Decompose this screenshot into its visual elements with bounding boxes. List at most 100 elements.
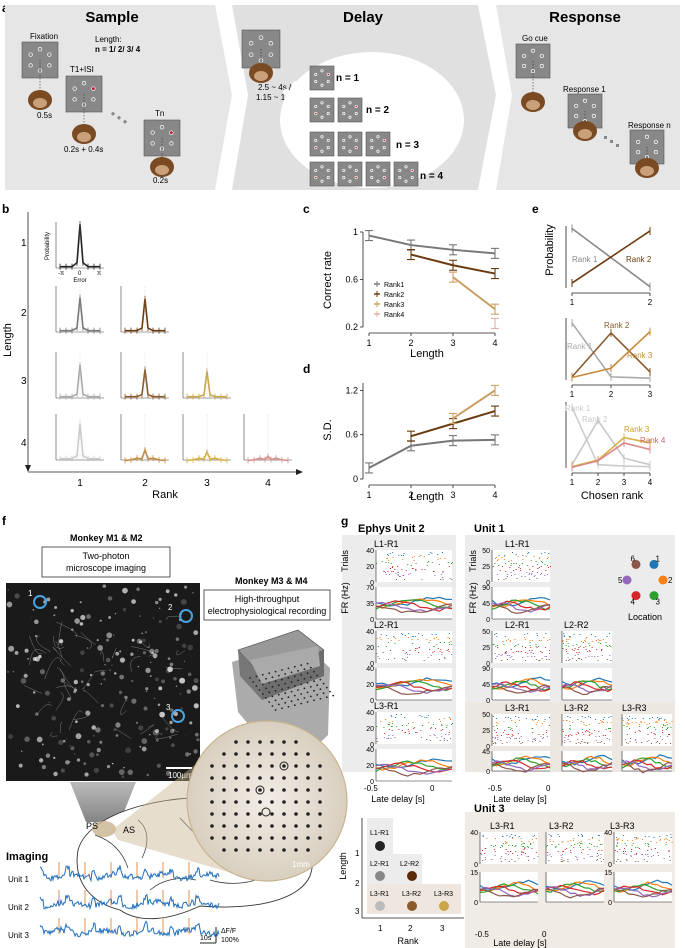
spike <box>586 730 588 731</box>
spike <box>578 658 580 659</box>
electrode <box>290 690 293 693</box>
spike <box>547 567 549 568</box>
stimulus-dot <box>81 81 87 86</box>
spike <box>397 572 399 573</box>
ellipsis-dot <box>616 144 619 147</box>
spike <box>448 734 450 735</box>
spike <box>548 834 550 835</box>
stimulus-dot <box>574 114 579 119</box>
electrode <box>303 677 306 680</box>
electrode <box>300 683 303 686</box>
neuron-spot <box>104 664 106 666</box>
spike <box>626 726 628 727</box>
spike <box>597 853 599 854</box>
x-tick-label: 3 <box>450 490 455 500</box>
spike <box>500 655 502 656</box>
neuron-spot <box>75 720 78 724</box>
y-tick-label: 25 <box>482 564 490 571</box>
spike <box>441 724 443 725</box>
fr-curve <box>621 760 673 772</box>
spike <box>666 835 668 836</box>
d-ylabel: S.D. <box>322 419 334 440</box>
electrode <box>271 695 274 698</box>
g-u3-l3r3: L3-R3 <box>610 821 635 831</box>
spike <box>573 840 575 841</box>
spike <box>430 728 432 729</box>
spike <box>508 561 510 562</box>
spike <box>572 645 574 646</box>
spike <box>391 730 393 731</box>
spike <box>587 731 589 732</box>
neuron-spot <box>113 728 117 732</box>
spike <box>650 841 652 842</box>
g-u2-late-delay: Late delay [s] <box>371 794 425 804</box>
electrode <box>268 701 271 703</box>
fr-curve <box>561 681 613 693</box>
fr-bg <box>622 751 672 771</box>
spike <box>517 651 519 652</box>
electrode-zoom <box>282 740 286 744</box>
spike <box>491 859 493 860</box>
g-u1-xtick-1: -0.5 <box>488 784 502 793</box>
rank-line <box>571 418 651 466</box>
spike <box>583 724 585 725</box>
spike <box>544 564 546 565</box>
spike <box>405 660 407 661</box>
fr-curve <box>491 681 551 692</box>
g-u2-l3r1: L3-R1 <box>374 701 399 711</box>
stimulus-dot <box>644 134 650 139</box>
spike <box>670 837 672 838</box>
spike <box>385 574 387 575</box>
two-photon-image <box>6 583 200 781</box>
spike <box>482 836 484 837</box>
spike <box>580 721 582 722</box>
neuron-spot <box>83 762 87 766</box>
spike <box>523 846 525 847</box>
spike <box>653 733 655 734</box>
stimulus-dot <box>370 146 374 150</box>
spike <box>589 849 591 850</box>
spike <box>540 736 542 737</box>
spike <box>408 574 410 575</box>
event-marker <box>188 918 190 934</box>
spike <box>634 837 636 838</box>
electrode-zoom <box>234 848 238 852</box>
y-tick-label: 35 <box>366 601 374 608</box>
electrode-zoom <box>294 800 298 804</box>
stimulus-dot <box>653 139 658 144</box>
spike <box>494 653 496 654</box>
y-tick-label: 45 <box>482 749 490 756</box>
spike <box>518 741 520 742</box>
neuron-spot <box>75 733 82 740</box>
neuron-spot <box>71 628 74 631</box>
spike <box>579 658 581 659</box>
dendrite <box>29 649 47 665</box>
delay-time-2: 1.15 ~ 1.50s <box>256 93 300 102</box>
spike <box>427 562 429 563</box>
dendrite <box>59 659 65 666</box>
spike <box>582 739 584 740</box>
spike <box>390 726 392 727</box>
spike <box>493 644 495 645</box>
spike <box>616 846 618 847</box>
spike <box>421 569 423 570</box>
fr-curve <box>561 759 613 770</box>
spike <box>512 552 514 553</box>
spike <box>589 650 591 651</box>
x-tick-label: 1 <box>570 390 575 399</box>
n4-label: n = 4 <box>420 171 444 182</box>
electrode-zoom <box>234 812 238 816</box>
spike <box>547 565 549 566</box>
spike <box>511 834 513 835</box>
fr-curve <box>491 600 551 611</box>
neuron-spot <box>121 775 125 778</box>
spike <box>442 577 444 578</box>
spike <box>638 848 640 849</box>
electrode-zoom <box>210 776 214 780</box>
spike <box>606 722 608 723</box>
stimulus-dot <box>169 141 174 146</box>
spike <box>577 654 579 655</box>
spike <box>586 651 588 652</box>
spike <box>525 718 527 719</box>
spike <box>451 562 453 563</box>
